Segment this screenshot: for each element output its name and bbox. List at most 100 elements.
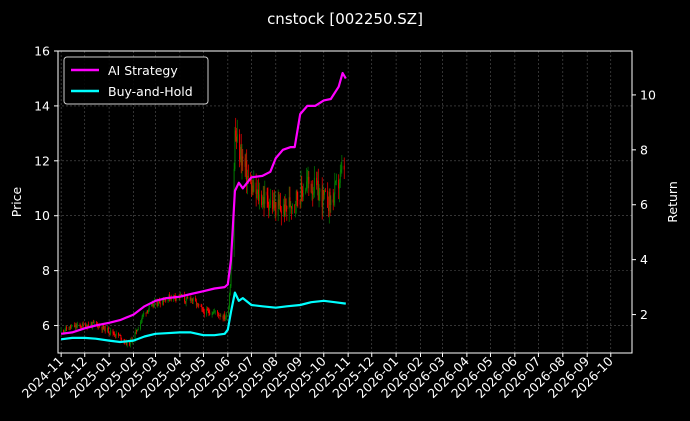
- candle-body: [269, 204, 270, 211]
- candle-body: [306, 181, 307, 190]
- candle-body: [102, 325, 104, 330]
- candle-body: [123, 339, 125, 342]
- candle-body: [191, 298, 193, 301]
- candle-body: [75, 325, 77, 328]
- candle-body: [300, 182, 302, 205]
- candle-body: [66, 326, 68, 330]
- candle-body: [114, 335, 116, 337]
- candle-body: [335, 181, 337, 183]
- candle-body: [107, 328, 108, 332]
- candle-body: [60, 330, 62, 332]
- candle-body: [184, 301, 186, 304]
- candle-body: [114, 333, 116, 336]
- candle-body: [157, 304, 159, 306]
- candle-body: [120, 335, 122, 340]
- candle-body: [279, 205, 281, 206]
- candle-body: [224, 314, 226, 320]
- candle-body: [284, 204, 285, 216]
- candle-body: [312, 191, 314, 195]
- candle-body: [212, 313, 214, 315]
- candle-body: [230, 269, 232, 287]
- candle-body: [261, 194, 263, 206]
- candle-body: [280, 205, 281, 211]
- candle-body: [91, 323, 93, 327]
- candle-body: [77, 324, 79, 326]
- candle-body: [134, 332, 136, 341]
- candle-body: [217, 310, 219, 314]
- y-tick-label: 8: [42, 263, 50, 278]
- candle-body: [152, 303, 154, 307]
- candle-body: [339, 172, 341, 183]
- candle-body: [192, 298, 193, 301]
- candle-body: [218, 315, 220, 316]
- y2-axis-title: Return: [665, 181, 680, 222]
- candle-body: [118, 332, 119, 336]
- candle-body: [109, 333, 111, 334]
- candle-body: [175, 297, 177, 299]
- candle-body: [269, 199, 271, 205]
- price-candles: [60, 117, 345, 348]
- candle-body: [308, 176, 310, 184]
- y-tick-label: 16: [34, 44, 50, 59]
- candle-body: [159, 303, 161, 305]
- candle-body: [299, 200, 301, 205]
- candle-body: [250, 182, 252, 195]
- candle-body: [307, 176, 309, 180]
- candle-body: [297, 199, 299, 201]
- candle-body: [119, 335, 121, 336]
- candle-body: [178, 294, 180, 297]
- y-tick-label: 14: [34, 98, 50, 113]
- candle-body: [329, 191, 331, 205]
- candle-body: [328, 191, 330, 211]
- candle-body: [239, 146, 241, 160]
- candle-body: [323, 190, 325, 195]
- candle-body: [203, 308, 204, 313]
- candle-body: [273, 200, 275, 208]
- chart-title: cnstock [002250.SZ]: [267, 10, 423, 28]
- y2-tick-label: 4: [640, 252, 648, 267]
- candle-body: [71, 325, 73, 327]
- candle-body: [173, 295, 175, 296]
- candle-body: [93, 322, 95, 324]
- candle-body: [207, 310, 209, 311]
- legend-label-ai-strategy: AI Strategy: [108, 63, 178, 78]
- candle-body: [213, 311, 215, 314]
- candle-body: [295, 191, 297, 204]
- candle-body: [310, 183, 312, 193]
- candle-body: [295, 203, 296, 205]
- candle-body: [153, 304, 155, 307]
- candle-body: [296, 191, 298, 200]
- candle-body: [206, 309, 208, 315]
- candle-body: [92, 321, 94, 327]
- buy-and-hold-line: [60, 291, 346, 344]
- candle-body: [129, 339, 131, 345]
- candle-body: [164, 299, 166, 301]
- candle-body: [283, 204, 285, 214]
- candle-body: [291, 206, 292, 209]
- candle-body: [88, 324, 90, 327]
- candle-body: [311, 191, 313, 193]
- candle-body: [179, 294, 181, 297]
- candle-body: [196, 303, 198, 306]
- candle-body: [251, 185, 253, 195]
- candle-body: [236, 134, 238, 142]
- candle-body: [285, 198, 287, 207]
- candle-body: [158, 300, 160, 305]
- candle-body: [324, 190, 326, 192]
- legend-box: [63, 56, 209, 105]
- candle-body: [301, 182, 303, 191]
- candle-body: [203, 312, 205, 315]
- candle-body: [246, 161, 248, 183]
- candle-body: [87, 324, 89, 328]
- candle-body: [69, 326, 71, 330]
- candle-body: [101, 326, 103, 330]
- candle-body: [198, 303, 200, 306]
- candle-body: [74, 325, 75, 328]
- candle-body: [147, 310, 149, 313]
- candle-body: [82, 323, 84, 325]
- candle-body: [318, 191, 320, 201]
- candle-body: [170, 297, 172, 300]
- candle-body: [256, 191, 258, 194]
- candle-body: [223, 314, 225, 319]
